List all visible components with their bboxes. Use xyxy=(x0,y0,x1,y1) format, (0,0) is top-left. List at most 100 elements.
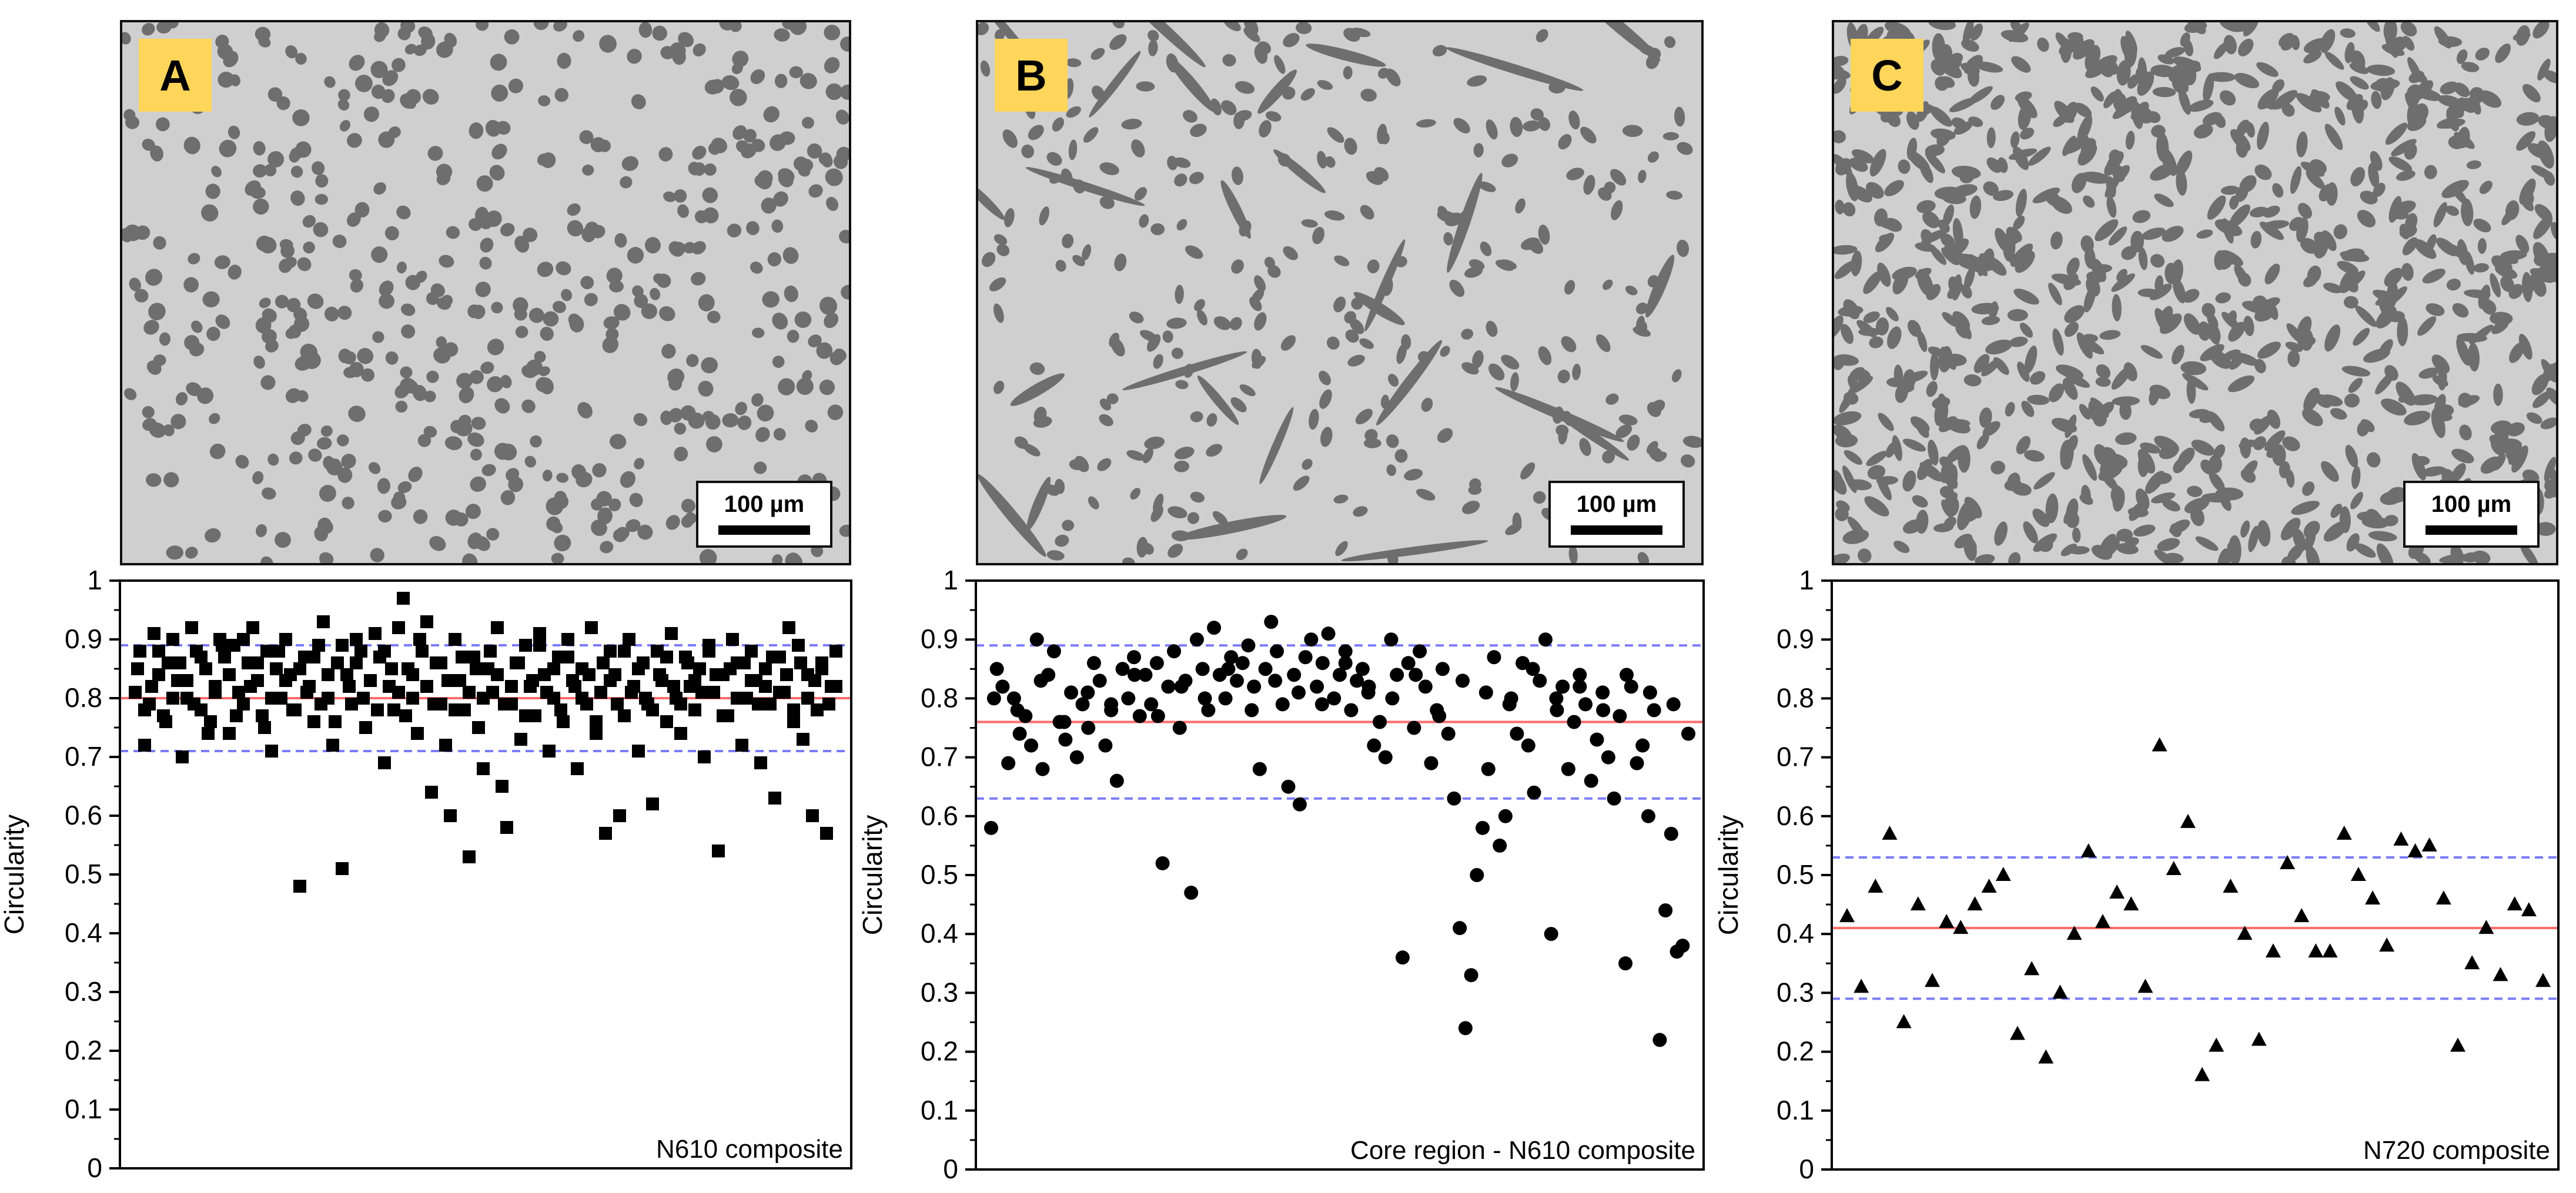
fibre-cross-section xyxy=(1523,120,1541,132)
fibre-cross-section xyxy=(2534,204,2552,222)
fibre-cross-section xyxy=(514,307,527,321)
data-point xyxy=(2436,890,2451,905)
fibre-cross-section xyxy=(2246,122,2255,138)
fibre-cross-section xyxy=(1175,515,1287,540)
fibre-cross-section xyxy=(2193,123,2213,139)
fibre-cross-section xyxy=(1312,227,1325,244)
data-point xyxy=(660,651,673,663)
fibre-cross-section xyxy=(293,307,307,321)
fibre-cross-section xyxy=(732,125,747,140)
fibre-cross-section xyxy=(1943,204,1955,227)
fibre-cross-section xyxy=(328,458,342,471)
fibre-cross-section xyxy=(1486,320,1498,337)
fibre-cross-section xyxy=(2281,103,2295,117)
y-tick-label: 0.9 xyxy=(921,624,958,654)
data-point xyxy=(1150,709,1165,723)
fibre-cross-section xyxy=(1099,398,1112,411)
data-point xyxy=(1080,685,1095,700)
data-point xyxy=(780,668,793,681)
data-point xyxy=(613,809,626,822)
fibre-cross-section xyxy=(1851,149,1874,163)
fibre-cross-section xyxy=(2475,48,2490,61)
fibre-cross-section xyxy=(650,287,661,300)
fibre-cross-section xyxy=(379,280,394,297)
fibre-cross-section xyxy=(702,187,718,203)
data-point xyxy=(265,692,278,705)
fibre-cross-section xyxy=(1501,354,1520,370)
fibre-cross-section xyxy=(475,282,491,297)
fibre-cross-section xyxy=(2099,330,2121,340)
fibre-cross-section xyxy=(539,377,554,394)
data-point xyxy=(216,639,229,652)
fibre-cross-section xyxy=(129,277,141,291)
fibre-cross-section xyxy=(2152,87,2176,98)
data-point xyxy=(1195,662,1210,676)
fibre-cross-section xyxy=(265,340,279,353)
fibre-cross-section xyxy=(2350,167,2366,187)
fibre-cross-section xyxy=(1851,250,1862,277)
fibre-cross-section xyxy=(471,417,486,430)
fibre-cross-section xyxy=(789,22,807,35)
fibre-cross-section xyxy=(702,207,719,223)
data-point xyxy=(2336,825,2352,840)
data-point xyxy=(1350,673,1364,688)
fibre-cross-section xyxy=(401,303,416,316)
data-point xyxy=(1664,826,1678,841)
micrograph-c-fibres xyxy=(1834,22,2556,563)
data-point xyxy=(1910,896,1926,911)
fibre-cross-section xyxy=(1677,142,1693,155)
fibre-cross-section xyxy=(2481,299,2497,315)
data-point xyxy=(392,621,405,634)
y-tick-label: 0.4 xyxy=(1777,918,1814,949)
fibre-cross-section xyxy=(2386,280,2398,309)
fibre-cross-section xyxy=(1062,520,1075,531)
fibre-cross-section xyxy=(1254,275,1266,292)
chart-a: 00.10.20.30.40.50.60.70.80.91Circularity… xyxy=(0,565,852,1183)
fibre-cross-section xyxy=(1968,66,1980,87)
fibre-cross-section xyxy=(1319,370,1331,386)
fibre-cross-section xyxy=(613,528,627,542)
fibre-cross-section xyxy=(218,71,235,88)
fibre-cross-section xyxy=(2381,398,2407,416)
data-point xyxy=(1590,732,1604,747)
data-point xyxy=(1618,956,1633,971)
data-point xyxy=(1321,626,1336,641)
fibre-cross-section xyxy=(1893,541,1910,554)
fibre-cross-section xyxy=(1386,68,1401,87)
fibre-cross-section xyxy=(835,109,849,125)
fibre-cross-section xyxy=(683,242,696,254)
data-point xyxy=(204,715,217,728)
data-point xyxy=(491,668,504,681)
fibre-cross-section xyxy=(1072,254,1085,266)
data-point xyxy=(712,845,725,857)
data-point xyxy=(1521,738,1535,753)
data-point xyxy=(540,686,553,699)
fibre-cross-section xyxy=(1907,150,1931,172)
fibre-cross-section xyxy=(2534,253,2550,267)
fibre-cross-section xyxy=(556,261,571,276)
fibre-cross-section xyxy=(494,398,510,414)
fibre-cross-section xyxy=(2254,164,2272,180)
fibre-cross-section xyxy=(159,332,170,346)
y-tick-label: 0.5 xyxy=(65,859,102,889)
data-point xyxy=(138,739,151,752)
data-point xyxy=(724,662,737,675)
fibre-cross-section xyxy=(1259,120,1272,138)
fibre-cross-section xyxy=(2235,185,2249,202)
data-point xyxy=(340,668,353,681)
data-point xyxy=(406,692,419,705)
fibre-cross-section xyxy=(552,301,566,313)
fibre-cross-section xyxy=(2217,548,2231,563)
fibre-cross-section xyxy=(2234,264,2249,285)
fibre-cross-section xyxy=(2080,138,2096,152)
data-point xyxy=(1555,679,1570,694)
fibre-cross-section xyxy=(2214,219,2243,236)
fibre-cross-section xyxy=(533,22,549,31)
fibre-cross-section xyxy=(620,176,633,189)
fibre-cross-section xyxy=(1317,80,1333,90)
fibre-cross-section xyxy=(424,390,436,403)
data-point xyxy=(1561,762,1575,776)
data-point xyxy=(2080,843,2096,857)
fibre-cross-section xyxy=(2509,342,2524,363)
data-point xyxy=(806,809,819,822)
